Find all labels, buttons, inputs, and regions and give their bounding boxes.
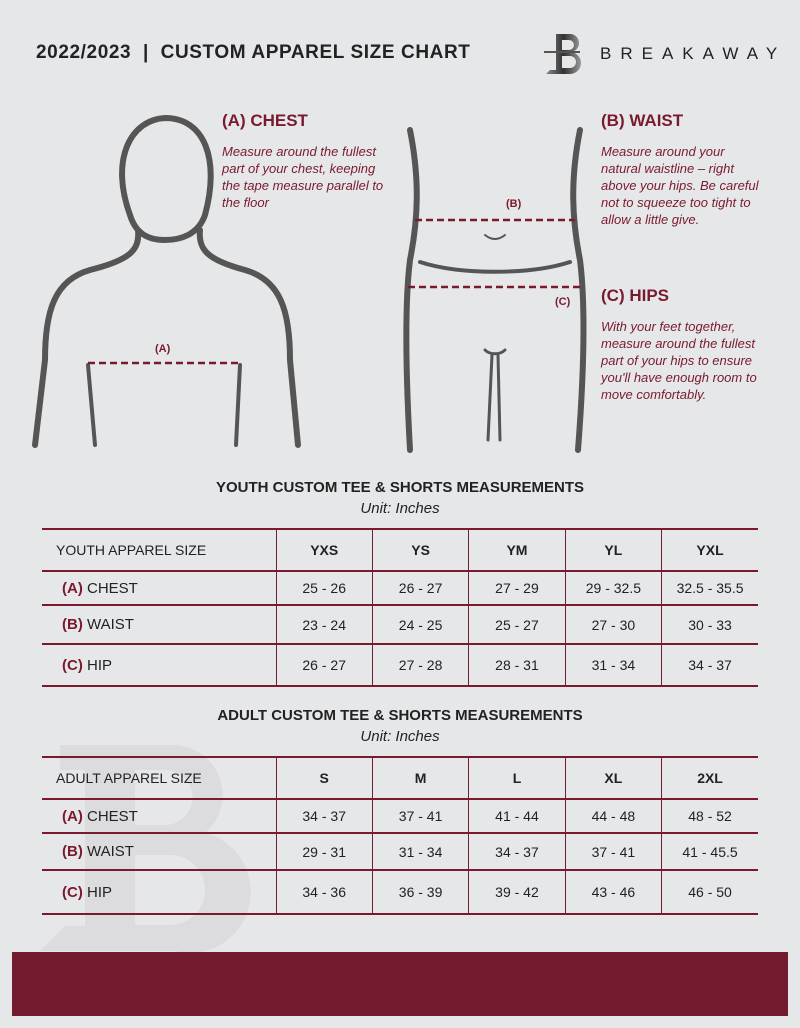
adult-section-title: ADULT CUSTOM TEE & SHORTS MEASUREMENTS bbox=[217, 707, 583, 724]
table-row: (B) WAIST 29 - 31 31 - 34 34 - 37 37 - 41 41 … bbox=[42, 832, 758, 871]
youth-header-label: YOUTH APPAREL SIZE bbox=[42, 528, 276, 572]
right-shoulder bbox=[196, 227, 301, 448]
size-header: YS bbox=[371, 528, 469, 572]
chest-marker: (A) bbox=[155, 343, 171, 355]
row-name: WAIST bbox=[87, 843, 134, 860]
waist-description: Measure around your natural waistline – … bbox=[601, 144, 759, 227]
adult-header-label: ADULT APPAREL SIZE bbox=[42, 756, 276, 800]
chest-heading: (A) CHEST bbox=[222, 111, 308, 130]
waist-heading: (B) WAIST bbox=[601, 111, 684, 130]
size-header: XL bbox=[564, 756, 662, 800]
cell: 29 - 32.5 bbox=[564, 570, 662, 606]
size-header: S bbox=[275, 756, 373, 800]
cell: 28 - 31 bbox=[468, 643, 566, 687]
cell: 27 - 28 bbox=[371, 643, 469, 687]
size-header: YL bbox=[564, 528, 662, 572]
youth-section-title: YOUTH CUSTOM TEE & SHORTS MEASUREMENTS bbox=[215, 479, 585, 496]
cell: 26 - 27 bbox=[371, 570, 469, 606]
size-header: 2XL bbox=[661, 756, 758, 800]
table-row: (C) HIP 34 - 36 36 - 39 39 - 42 43 - 46 46 - … bbox=[42, 869, 758, 915]
head-outline bbox=[119, 114, 214, 244]
cell: 31 - 34 bbox=[564, 643, 662, 687]
cell: 48 - 52 bbox=[661, 798, 758, 834]
breakaway-logo bbox=[544, 34, 581, 74]
cell: 46 - 50 bbox=[661, 869, 758, 915]
body-diagram bbox=[32, 114, 587, 453]
row-name: HIP bbox=[87, 656, 113, 674]
cell: 26 - 27 bbox=[275, 643, 373, 687]
row-name: CHEST bbox=[87, 807, 138, 825]
row-letter: (B) bbox=[62, 843, 83, 860]
cell: 43 - 46 bbox=[564, 869, 662, 915]
row-letter: (C) bbox=[62, 883, 83, 901]
cell: 41 - 44 bbox=[468, 798, 566, 834]
row-name: CHEST bbox=[87, 579, 138, 597]
row-letter: (A) bbox=[62, 807, 83, 825]
brand-name: BREAKAWAY bbox=[600, 44, 787, 63]
cell: 30 - 33 bbox=[661, 604, 758, 645]
cell: 44 - 48 bbox=[564, 798, 662, 834]
table-row: (C) HIP 26 - 27 27 - 28 28 - 31 31 - 34 34 - … bbox=[42, 643, 758, 687]
hips-heading: (C) HIPS bbox=[601, 286, 669, 305]
cell: 24 - 25 bbox=[371, 604, 469, 645]
hip-marker: (C) bbox=[555, 296, 571, 308]
cell: 36 - 39 bbox=[371, 869, 469, 915]
cell: 34 - 37 bbox=[661, 643, 758, 687]
size-header: YM bbox=[468, 528, 566, 572]
hips-description: With your feet together, measure around … bbox=[601, 319, 757, 402]
row-letter: (C) bbox=[62, 656, 83, 674]
youth-size-table: YOUTH APPAREL SIZE YXS YS YM YL YXL (A) CHES… bbox=[42, 528, 758, 687]
cell: 25 - 26 bbox=[275, 570, 373, 606]
cell: 23 - 24 bbox=[275, 604, 373, 645]
table-row: (A) CHEST 34 - 37 37 - 41 41 - 44 44 - 48 48 … bbox=[42, 798, 758, 834]
left-shoulder bbox=[32, 227, 142, 448]
cell: 25 - 27 bbox=[468, 604, 566, 645]
cell: 41 - 45.5 bbox=[661, 832, 758, 871]
table-row: (B) WAIST 23 - 24 24 - 25 25 - 27 27 - 30 30 … bbox=[42, 604, 758, 645]
cell: 27 - 29 bbox=[468, 570, 566, 606]
cell: 34 - 36 bbox=[275, 869, 373, 915]
page-title: 2022/2023 | CUSTOM APPAREL SIZE CHART bbox=[36, 42, 471, 63]
cell: 31 - 34 bbox=[371, 832, 469, 871]
cell: 34 - 37 bbox=[468, 832, 566, 871]
row-name: WAIST bbox=[87, 616, 134, 633]
adult-unit: Unit: Inches bbox=[360, 728, 440, 745]
adult-size-table: ADULT APPAREL SIZE S M L XL 2XL (A) CHEST 34 … bbox=[42, 756, 758, 915]
waist-marker: (B) bbox=[506, 198, 522, 210]
cell: 37 - 41 bbox=[564, 832, 662, 871]
size-header: M bbox=[371, 756, 469, 800]
cell: 32.5 - 35.5 bbox=[661, 570, 758, 606]
footer-band bbox=[12, 952, 788, 1016]
cell: 34 - 37 bbox=[275, 798, 373, 834]
size-header: YXL bbox=[661, 528, 758, 572]
cell: 39 - 42 bbox=[468, 869, 566, 915]
cell: 29 - 31 bbox=[275, 832, 373, 871]
size-header: YXS bbox=[275, 528, 373, 572]
youth-unit: Unit: Inches bbox=[360, 500, 440, 517]
row-letter: (A) bbox=[62, 579, 83, 597]
size-header: L bbox=[468, 756, 566, 800]
table-row: (A) CHEST 25 - 26 26 - 27 27 - 29 29 - 32.5 3… bbox=[42, 570, 758, 606]
row-letter: (B) bbox=[62, 616, 83, 633]
chest-description: Measure around the fullest part of your … bbox=[222, 144, 384, 210]
right-hip bbox=[570, 127, 587, 453]
left-hip bbox=[403, 127, 420, 453]
row-name: HIP bbox=[87, 883, 113, 901]
cell: 37 - 41 bbox=[371, 798, 469, 834]
cell: 27 - 30 bbox=[564, 604, 662, 645]
